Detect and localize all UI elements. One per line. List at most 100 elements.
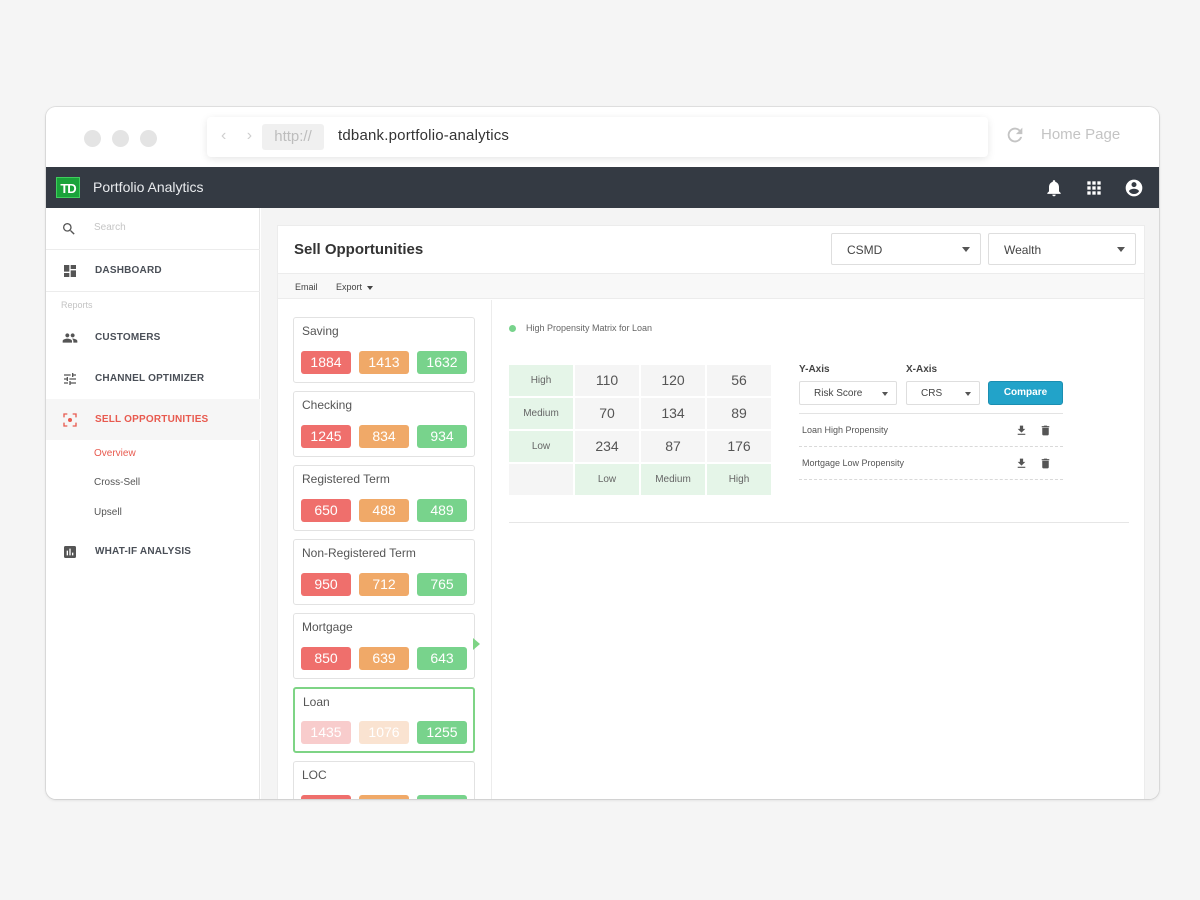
low-value-badge: 950 [301,573,351,596]
product-name: Non-Registered Term [302,546,416,560]
back-forward-arrows-icon[interactable]: ‹ › [221,127,261,144]
matrix-cell[interactable]: 70 [575,398,639,429]
segment-select[interactable]: CSMD [831,233,981,265]
main-content: Sell Opportunities CSMD Wealth Email Exp… [261,208,1159,799]
compare-button[interactable]: Compare [988,381,1063,405]
chevron-down-icon [962,247,970,252]
legend-dot [509,325,516,332]
y-axis-select[interactable]: Risk Score [799,381,897,405]
window-minimize-dot[interactable] [112,130,129,147]
matrix-row-label: Medium [509,398,573,429]
search-input[interactable] [94,222,244,233]
product-name: Saving [302,324,339,338]
high-value-badge: 934 [417,425,467,448]
matrix-cell[interactable]: 110 [575,365,639,396]
export-label: Export [336,282,363,292]
matrix-col-label: High [707,464,771,495]
product-name: Registered Term [302,472,390,486]
low-value-badge: 850 [301,647,351,670]
browser-chrome: ‹ › http:// tdbank.portfolio-analytics H… [46,107,1159,167]
matrix-cell[interactable]: 56 [707,365,771,396]
trash-icon[interactable] [1039,457,1052,470]
email-button[interactable]: Email [295,282,318,292]
product-name: Mortgage [302,620,353,634]
low-value-badge [301,795,351,799]
sidebar-item-dashboard[interactable]: DASHBOARD [46,250,260,291]
x-axis-label: X-Axis [906,364,938,375]
sidebar-item-label: DASHBOARD [95,265,162,276]
product-card-saving[interactable]: Saving 1884 1413 1632 [293,317,475,383]
window-maximize-dot[interactable] [140,130,157,147]
medium-value-badge [359,795,409,799]
sidebar-item-label: CHANNEL OPTIMIZER [95,373,205,384]
product-card-checking[interactable]: Checking 1245 834 934 [293,391,475,457]
browser-window: ‹ › http:// tdbank.portfolio-analytics H… [46,107,1159,799]
product-card-registered-term[interactable]: Registered Term 650 488 489 [293,465,475,531]
target-icon [63,413,77,427]
high-value-badge: 765 [417,573,467,596]
matrix-corner-cell [509,464,573,495]
product-name: LOC [302,768,327,782]
sidebar-item-channel-optimizer[interactable]: CHANNEL OPTIMIZER [46,358,260,399]
y-axis-label: Y-Axis [799,364,830,375]
medium-value-badge: 1413 [359,351,409,374]
sidebar-item-label: SELL OPPORTUNITIES [95,414,209,425]
sell-opportunities-card: Sell Opportunities CSMD Wealth Email Exp… [277,225,1145,799]
sub-item-upsell[interactable]: Upsell [94,507,122,518]
download-icon[interactable] [1015,457,1028,470]
matrix-legend-label: High Propensity Matrix for Loan [526,323,653,333]
sidebar-item-sell-opportunities[interactable]: SELL OPPORTUNITIES [46,399,260,440]
sidebar-item-what-if-analysis[interactable]: WHAT-IF ANALYSIS [46,531,260,572]
sub-item-cross-sell[interactable]: Cross-Sell [94,477,141,488]
people-icon [62,333,78,343]
export-menu[interactable]: Export [336,282,374,292]
trash-icon[interactable] [1039,424,1052,437]
matrix-cell[interactable]: 176 [707,431,771,462]
saved-matrix-row[interactable]: Loan High Propensity [799,414,1063,447]
segment-select-value: CSMD [847,243,883,257]
address-bar[interactable]: ‹ › http:// tdbank.portfolio-analytics [207,117,988,157]
saved-list-divider [799,413,1063,414]
y-axis-select-value: Risk Score [814,388,863,399]
medium-value-badge: 488 [359,499,409,522]
x-axis-select[interactable]: CRS [906,381,980,405]
product-name: Checking [302,398,353,412]
home-page-link[interactable]: Home Page [1041,126,1121,143]
sub-item-overview[interactable]: Overview [94,448,136,459]
download-icon[interactable] [1015,424,1028,437]
matrix-cell[interactable]: 234 [575,431,639,462]
high-value-badge: 1255 [417,721,467,744]
sidebar-item-label: WHAT-IF ANALYSIS [95,546,192,557]
saved-matrix-row[interactable]: Mortgage Low Propensity [799,447,1063,480]
sidebar: DASHBOARD Reports CUSTOMERS CHANNEL OPTI… [46,208,260,799]
bell-icon[interactable] [1044,178,1064,198]
window-close-dot[interactable] [84,130,101,147]
selection-pointer-icon [473,638,480,650]
low-value-badge: 1245 [301,425,351,448]
product-card-loan[interactable]: Loan 1435 1076 1255 [293,687,475,753]
product-card-mortgage[interactable]: Mortgage 850 639 643 [293,613,475,679]
page-title: Sell Opportunities [294,241,424,258]
low-value-badge: 650 [301,499,351,522]
matrix-divider [509,522,1129,523]
matrix-cell[interactable]: 134 [641,398,705,429]
chevron-down-icon [367,285,374,290]
x-axis-select-value: CRS [921,388,943,399]
matrix-row-label: High [509,365,573,396]
apps-grid-icon[interactable] [1084,178,1104,198]
reload-icon[interactable] [1004,124,1026,146]
matrix-cell[interactable]: 120 [641,365,705,396]
category-select[interactable]: Wealth [988,233,1136,265]
product-card-non-registered-term[interactable]: Non-Registered Term 950 712 765 [293,539,475,605]
url-text[interactable]: tdbank.portfolio-analytics [338,127,510,144]
sidebar-item-customers[interactable]: CUSTOMERS [46,317,260,358]
chevron-down-icon [965,392,971,396]
reports-section-label: Reports [61,300,93,310]
app-title: Portfolio Analytics [93,179,204,195]
account-circle-icon[interactable] [1124,178,1144,198]
high-value-badge: 1632 [417,351,467,374]
product-card-loc[interactable]: LOC [293,761,475,799]
matrix-cell[interactable]: 89 [707,398,771,429]
matrix-cell[interactable]: 87 [641,431,705,462]
td-logo: TD [56,177,80,198]
